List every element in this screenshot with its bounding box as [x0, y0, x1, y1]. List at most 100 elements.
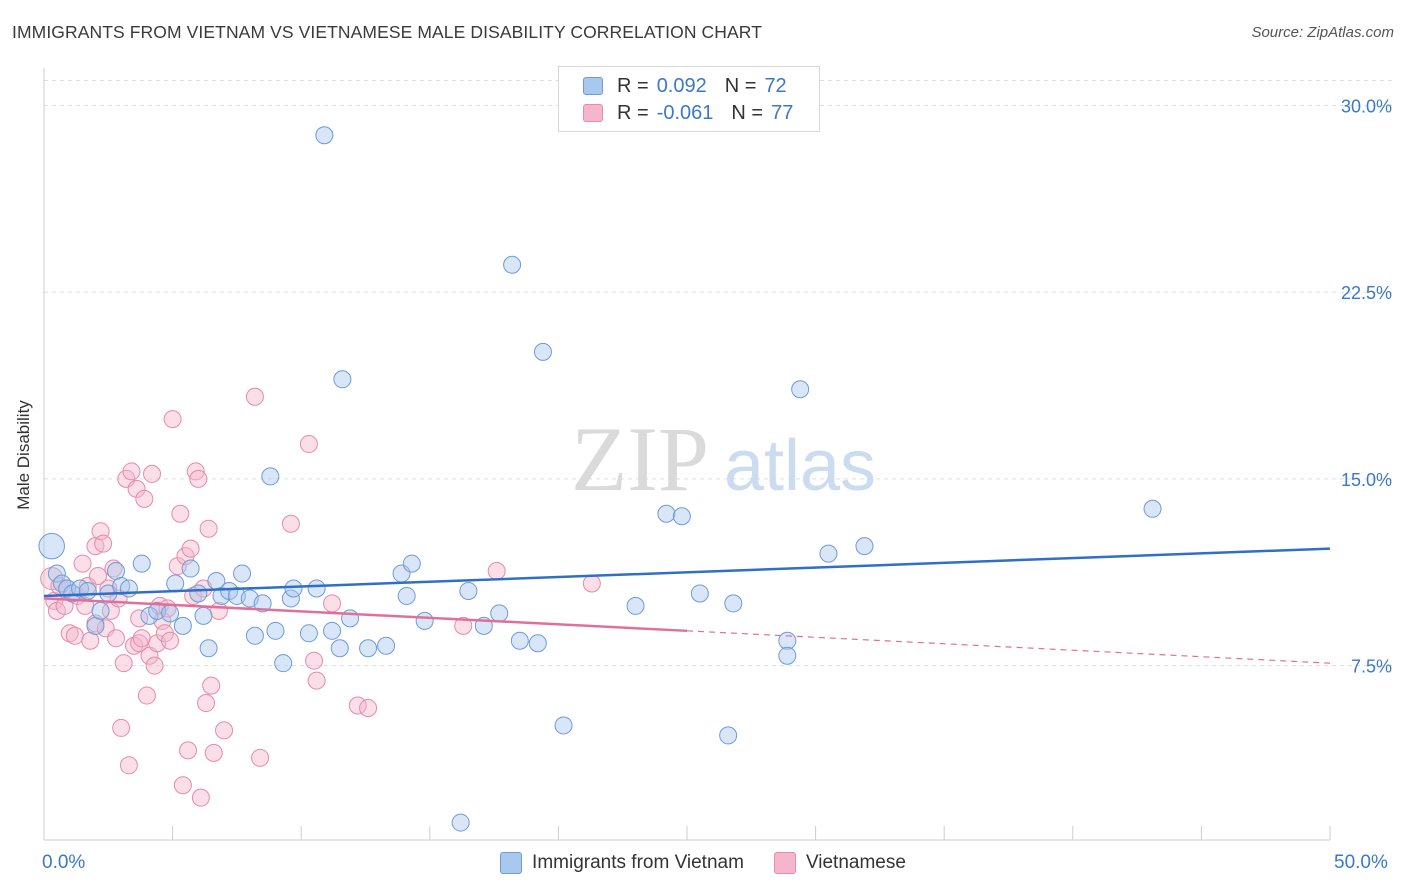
vietnamese-point-53: [186, 462, 205, 481]
vietnamese-point-58: [199, 519, 218, 538]
vietnam-point-63: [724, 594, 743, 613]
legend-row-vietnamese: R = -0.061 N = 77: [583, 100, 793, 126]
vietnamese-point-60: [204, 743, 223, 762]
vietnamese-point-27: [119, 756, 138, 775]
watermark-zip: ZIP: [571, 408, 709, 510]
vietnam-point-19: [181, 559, 200, 578]
trend-line-1: [43, 597, 688, 633]
legend-n-label: N =: [731, 101, 764, 124]
vietnam-point-59: [657, 504, 676, 523]
vietnam-point-62: [719, 726, 738, 745]
vietnamese-point-37: [143, 464, 162, 483]
vietnamese-points: [40, 387, 601, 807]
vietnamese-point-61: [209, 601, 228, 620]
vietnam-point-46: [397, 586, 416, 605]
series-swatch-blue: [500, 852, 523, 874]
vietnam-point-10: [107, 562, 126, 581]
legend-swatch-blue: [583, 77, 603, 95]
y-tick-labels: 7.5% 15.0% 22.5% 30.0%: [1341, 96, 1392, 676]
correlation-legend: R = 0.092 N = 72 R = -0.061 N = 77: [558, 66, 820, 132]
vietnam-point-27: [233, 564, 252, 583]
axes: [43, 68, 1331, 841]
vietnam-point-18: [173, 616, 192, 635]
vietnam-point-47: [402, 554, 421, 573]
vietnam-point-30: [253, 594, 272, 613]
vietnamese-point-57: [197, 694, 216, 713]
vietnamese-point-35: [137, 686, 156, 705]
vietnam-point-49: [451, 813, 470, 832]
vietnamese-point-66: [299, 435, 318, 454]
vietnam-point-36: [299, 624, 318, 643]
vietnam-point-1: [47, 564, 66, 583]
vietnamese-point-68: [307, 671, 326, 690]
vietnamese-point-34: [135, 489, 154, 508]
vietnamese-point-50: [179, 741, 198, 760]
vietnam-point-68: [855, 537, 874, 556]
y-tick-label-1: 15.0%: [1341, 470, 1392, 490]
x-tick-max: 50.0%: [1334, 852, 1388, 873]
vietnamese-point-6: [60, 624, 79, 643]
vietnam-immigrant-points: [38, 126, 1162, 832]
series-legend-vietnam: Immigrants from Vietnam: [500, 852, 744, 874]
vietnamese-point-64: [251, 748, 270, 767]
vietnam-point-53: [503, 255, 522, 274]
vietnam-point-66: [791, 380, 810, 399]
legend-row-vietnam: R = 0.092 N = 72: [583, 73, 787, 99]
vietnam-point-44: [377, 636, 396, 655]
vietnam-point-38: [315, 126, 334, 145]
vietnamese-point-31: [130, 609, 149, 628]
vietnam-point-3: [58, 579, 77, 598]
trend-line-dashed-1: [686, 630, 1331, 664]
vietnam-point-35: [284, 579, 303, 598]
vietnam-point-17: [166, 574, 185, 593]
vietnamese-point-71: [359, 699, 378, 718]
vietnam-point-6: [78, 581, 97, 600]
vietnamese-point-72: [454, 616, 473, 635]
vietnam-point-40: [330, 639, 349, 658]
vietnamese-point-67: [305, 651, 324, 670]
legend-r-value: 0.092: [656, 74, 707, 97]
series-swatch-pink: [773, 852, 796, 874]
vietnam-point-20: [189, 584, 208, 603]
vietnamese-point-30: [127, 479, 146, 498]
y-tick-label-3: 30.0%: [1341, 96, 1392, 116]
vietnam-point-37: [307, 579, 326, 598]
vietnamese-point-47: [171, 504, 190, 523]
vietnamese-point-28: [122, 462, 141, 481]
vietnam-point-61: [690, 584, 709, 603]
vietnamese-point-12: [81, 631, 100, 650]
watermark: ZIP atlas: [571, 408, 876, 510]
y-tick-label-0: 7.5%: [1351, 657, 1392, 677]
vietnamese-point-54: [189, 469, 208, 488]
vietnamese-point-48: [173, 776, 192, 795]
vietnamese-point-32: [130, 634, 149, 653]
vietnam-point-48: [415, 611, 434, 630]
vietnam-point-16: [161, 604, 180, 623]
vietnamese-point-70: [348, 696, 367, 715]
vietnamese-point-29: [125, 636, 144, 655]
vietnam-point-29: [245, 626, 264, 645]
legend-r-label: R =: [617, 101, 649, 124]
legend-swatch-pink: [583, 104, 603, 122]
vietnam-point-56: [533, 342, 552, 361]
vietnam-point-67: [819, 544, 838, 563]
vietnamese-point-74: [582, 574, 601, 593]
vietnamese-point-9: [73, 554, 92, 573]
series-legend-vietnamese: Vietnamese: [773, 852, 906, 874]
vietnam-point-22: [199, 639, 218, 658]
chart-title: IMMIGRANTS FROM VIETNAM VS VIETNAMESE MA…: [12, 22, 762, 42]
vietnam-point-33: [274, 654, 293, 673]
vietnam-point-41: [333, 370, 352, 389]
legend-r-label: R =: [617, 74, 649, 97]
vietnamese-point-21: [104, 559, 123, 578]
vietnam-point-0: [38, 532, 65, 560]
vietnamese-point-65: [281, 514, 300, 533]
vietnamese-point-25: [114, 654, 133, 673]
vietnam-point-32: [266, 621, 285, 640]
vietnam-point-13: [132, 554, 151, 573]
y-tick-label-2: 22.5%: [1341, 283, 1392, 303]
vietnam-point-43: [359, 639, 378, 658]
legend-n-value: 72: [764, 74, 787, 97]
vietnam-point-57: [554, 716, 573, 735]
vietnam-point-50: [459, 581, 478, 600]
